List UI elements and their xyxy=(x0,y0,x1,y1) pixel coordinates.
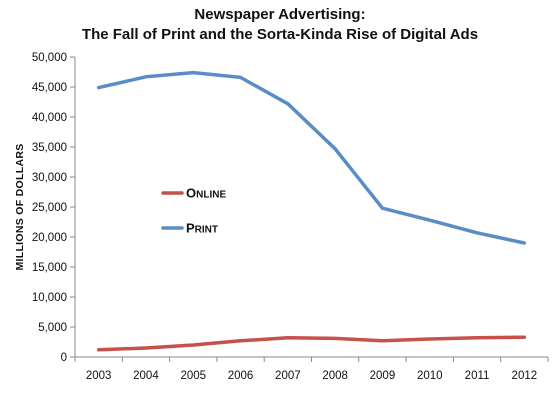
y-tick-label: 25,000 xyxy=(32,202,67,214)
x-tick-label: 2007 xyxy=(275,370,301,382)
x-tick-label: 2012 xyxy=(512,370,538,382)
legend-label-print: PRINT xyxy=(186,221,218,236)
x-tick-label: 2011 xyxy=(465,370,490,382)
series-line-online xyxy=(96,335,527,352)
x-tick-label: 2005 xyxy=(180,370,206,382)
y-tick-label: 5,000 xyxy=(38,322,67,334)
y-tick-label: 20,000 xyxy=(32,232,67,244)
x-tick-label: 2003 xyxy=(86,370,112,382)
y-tick-label: 15,000 xyxy=(32,262,67,274)
chart-title: Newspaper Advertising: xyxy=(194,6,366,23)
legend-label-online: ONLINE xyxy=(186,186,226,201)
chart-subtitle: The Fall of Print and the Sorta-Kinda Ri… xyxy=(81,26,479,43)
y-axis-label: MILLIONS OF DOLLARS xyxy=(14,143,26,270)
y-tick-label: 0 xyxy=(61,352,67,364)
x-tick-label: 2010 xyxy=(417,370,443,382)
series-line-print xyxy=(96,70,527,245)
x-tick-label: 2008 xyxy=(322,370,348,382)
y-tick-label: 45,000 xyxy=(32,82,67,94)
y-tick-label: 50,000 xyxy=(32,52,67,64)
y-tick-label: 40,000 xyxy=(32,112,67,124)
y-tick-label: 30,000 xyxy=(32,172,67,184)
x-tick-label: 2009 xyxy=(370,370,396,382)
y-tick-label: 35,000 xyxy=(32,142,67,154)
x-tick-label: 2004 xyxy=(133,370,159,382)
y-tick-label: 10,000 xyxy=(32,292,67,304)
x-tick-label: 2006 xyxy=(228,370,254,382)
